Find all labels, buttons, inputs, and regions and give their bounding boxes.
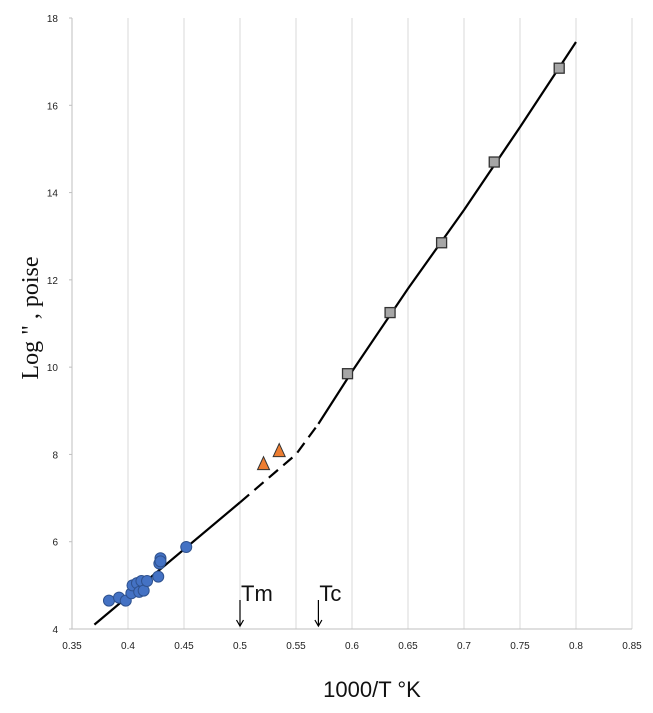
x-tick-label: 0.35 bbox=[62, 641, 82, 652]
y-tick-label: 14 bbox=[47, 189, 59, 200]
fit-line-solid bbox=[317, 41, 577, 425]
y-tick-label: 8 bbox=[52, 450, 58, 461]
tick-labels: 0.35 0.4 0.45 0.5 0.55 0.6 0.65 0.7 0.75 0.8 0.85 4… bbox=[47, 14, 642, 652]
x-tick-label: 0.45 bbox=[174, 641, 194, 652]
fit-line-dashed bbox=[239, 423, 320, 504]
x-tick-label: 0.75 bbox=[510, 641, 530, 652]
annotations: Tm Tc bbox=[235, 581, 341, 628]
circle-point bbox=[141, 574, 154, 587]
annotation-label: Tm bbox=[241, 581, 273, 606]
annotation-arrow-head bbox=[235, 619, 245, 628]
y-tick-label: 16 bbox=[47, 101, 59, 112]
square-point bbox=[435, 237, 448, 249]
y-tick-label: 18 bbox=[47, 14, 59, 25]
y-tick-label: 12 bbox=[47, 276, 59, 287]
grid bbox=[71, 18, 633, 629]
x-tick-label: 0.8 bbox=[569, 641, 583, 652]
x-tick-label: 0.7 bbox=[457, 641, 471, 652]
axes bbox=[69, 17, 632, 630]
x-axis-label: 1000/T °K bbox=[323, 677, 421, 702]
data-points bbox=[102, 62, 565, 607]
square-point bbox=[488, 156, 500, 168]
circle-point bbox=[154, 555, 167, 568]
circle-point bbox=[180, 540, 193, 553]
annotation-arrow-head bbox=[314, 619, 323, 628]
triangle-point bbox=[272, 442, 286, 458]
x-tick-label: 0.85 bbox=[622, 641, 642, 652]
y-axis-label: Log " , poise bbox=[18, 256, 44, 379]
x-tick-label: 0.5 bbox=[233, 641, 247, 652]
x-tick-label: 0.55 bbox=[286, 641, 306, 652]
circle-point bbox=[152, 570, 165, 583]
square-point bbox=[341, 368, 354, 380]
fit-lines bbox=[93, 41, 577, 626]
square-point bbox=[384, 306, 396, 319]
x-tick-label: 0.65 bbox=[398, 641, 418, 652]
annotation-label: Tc bbox=[319, 581, 341, 606]
triangle-point bbox=[256, 455, 271, 471]
y-tick-label: 10 bbox=[47, 363, 59, 374]
square-point bbox=[553, 62, 565, 74]
y-tick-label: 6 bbox=[52, 538, 58, 549]
fit-line-solid bbox=[93, 501, 241, 626]
x-tick-label: 0.6 bbox=[345, 641, 359, 652]
circle-point bbox=[102, 594, 115, 607]
y-tick-label: 4 bbox=[52, 625, 58, 636]
x-tick-label: 0.4 bbox=[121, 641, 135, 652]
